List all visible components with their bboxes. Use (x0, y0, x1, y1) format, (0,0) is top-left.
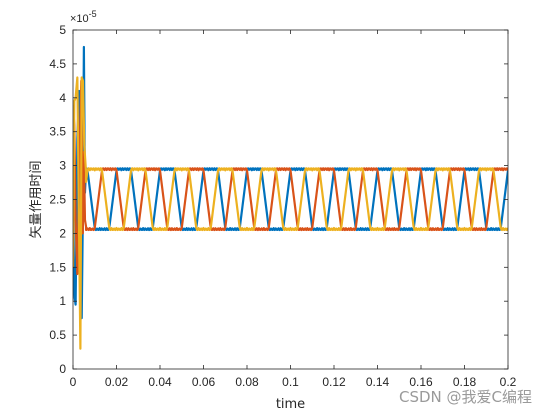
x-tick-label: 0.16 (409, 375, 433, 389)
series-line-2 (73, 79, 508, 276)
y-tick-label: 1.5 (49, 260, 66, 274)
x-tick-label: 0.08 (235, 375, 259, 389)
y-tick-label: 3.5 (49, 125, 66, 139)
x-tick-label: 0.12 (322, 375, 346, 389)
x-tick-label: 0.18 (453, 375, 477, 389)
watermark: CSDN @我爱C编程 (398, 388, 532, 406)
x-tick-label: 0 (70, 375, 77, 389)
plot-area-frame (72, 29, 509, 370)
y-tick-label: 2.5 (49, 193, 66, 207)
y-exponent-label: ×10-5 (70, 9, 97, 25)
x-tick-label: 0.2 (500, 375, 517, 389)
y-tick-label: 5 (59, 23, 66, 37)
y-axis-label: 矢量作用时间 (29, 160, 44, 238)
x-axis-label: time (276, 397, 305, 412)
series-line-1 (73, 45, 508, 320)
series-line-3 (73, 76, 508, 350)
plot-lines (73, 45, 508, 350)
y-tick-label: 0.5 (49, 328, 66, 342)
axis-ticks: 0 0.02 0.04 0.06 0.08 0.1 0.12 0.14 0.16 0.18 0.2 0… (49, 23, 516, 389)
x-tick-label: 0.1 (282, 375, 299, 389)
x-tick-label: 0.04 (148, 375, 172, 389)
y-tick-label: 3 (59, 159, 66, 173)
y-tick-label: 4 (59, 91, 66, 105)
x-tick-label: 0.02 (105, 375, 129, 389)
y-tick-label: 4.5 (49, 57, 66, 71)
x-tick-label: 0.06 (192, 375, 216, 389)
y-tick-label: 2 (59, 226, 66, 240)
y-tick-label: 0 (59, 362, 66, 376)
y-exponent: -5 (89, 9, 97, 19)
y-tick-label: 1 (59, 294, 66, 308)
x-tick-label: 0.14 (366, 375, 390, 389)
